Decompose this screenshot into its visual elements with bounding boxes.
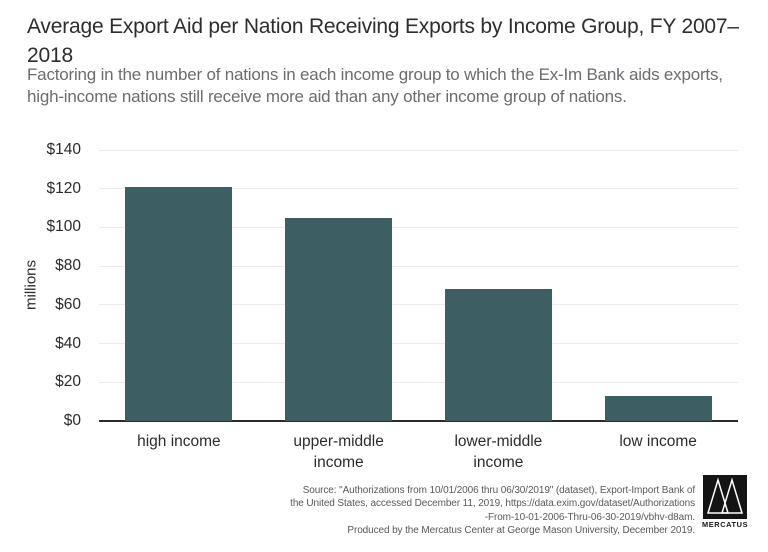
chart-title: Average Export Aid per Nation Receiving … (27, 15, 739, 67)
gridline (99, 265, 738, 267)
y-tick-label: $100 (46, 218, 81, 236)
gridline (99, 343, 738, 345)
bar-upper-middle-income (285, 217, 393, 421)
gridline (99, 381, 738, 383)
plot-area: $140 $120 $100 $80 $60 $40 $20 $0 high income upp… (47, 141, 738, 471)
y-axis-title: millions (22, 259, 40, 311)
source-line: -From-10-01-2006-Thru-06-30-2019/vbhv-d8… (484, 511, 695, 523)
mercatus-logo-text: MERCATUS (702, 520, 749, 529)
bar-high-income (125, 186, 233, 421)
x-tick-label-upper-middle-income: upper-middle income (293, 433, 384, 471)
mercatus-logo: MERCATUS (702, 475, 748, 529)
source-line: Source: "Authorizations from 10/01/2006 … (302, 485, 695, 496)
y-tick-label: $20 (55, 373, 81, 391)
x-tick-label-low-income: low income (619, 433, 697, 450)
source-line: Produced by the Mercatus Center at Georg… (347, 525, 695, 537)
x-tick-label-high-income: high income (137, 433, 221, 450)
y-tick-label: $80 (55, 257, 81, 275)
y-tick-label: $40 (55, 334, 81, 352)
bar-lower-middle-income (444, 289, 552, 421)
mercatus-logo-icon (703, 475, 747, 519)
gridline (99, 149, 738, 151)
chart-subtitle: Factoring in the number of nations in ea… (27, 65, 723, 106)
y-tick-label: $0 (63, 412, 81, 429)
source-note: Source: "Authorizations from 10/01/2006 … (225, 484, 695, 538)
y-tick-label: $120 (46, 179, 81, 197)
gridline (99, 188, 738, 190)
gridline (99, 304, 738, 306)
bar-low-income (604, 395, 712, 421)
x-axis-line (99, 419, 738, 422)
x-tick-label-lower-middle-income: lower-middle income (454, 433, 543, 471)
y-tick-label: $60 (55, 295, 81, 313)
source-line: the United States, accessed December 11,… (290, 498, 695, 510)
y-tick-label: $140 (46, 141, 81, 158)
gridline (99, 226, 738, 228)
